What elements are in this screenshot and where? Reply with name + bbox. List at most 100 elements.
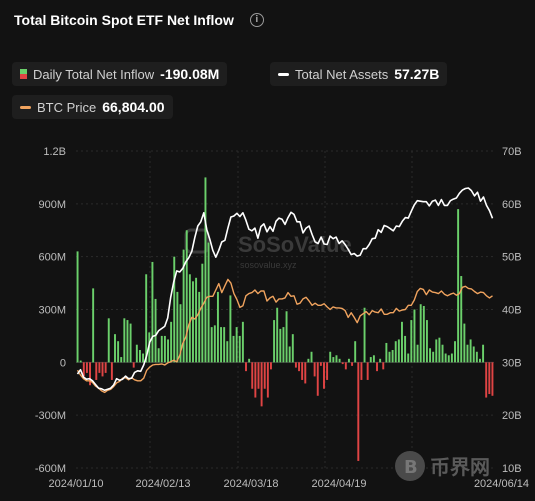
bar <box>285 311 288 363</box>
bar <box>276 307 279 363</box>
watermark-brand: SoSoValue <box>238 232 352 257</box>
bar <box>341 362 344 365</box>
bar <box>120 357 123 363</box>
info-icon[interactable]: i <box>249 13 264 27</box>
y-tick-label-right: 60B <box>502 199 522 211</box>
bar <box>107 318 110 363</box>
svg-text:B: B <box>404 457 418 478</box>
x-tick-label: 2024/03/18 <box>223 478 278 490</box>
legend-item-assets[interactable]: Total Net Assets 57.27B <box>270 62 448 86</box>
bar <box>410 320 413 363</box>
bar <box>472 346 475 363</box>
bar <box>229 295 232 363</box>
corner-watermark: B 币界网 <box>395 451 490 481</box>
y-tick-label-right: 40B <box>502 305 522 317</box>
bar <box>394 341 397 363</box>
bar <box>432 351 435 363</box>
legend-inflow-label: Daily Total Net Inflow <box>33 66 155 82</box>
legend-btc-label: BTC Price <box>37 99 97 115</box>
bitcoin-coin-icon <box>395 451 425 481</box>
bar <box>223 327 226 363</box>
bar <box>429 348 432 363</box>
bar <box>447 355 450 363</box>
bar <box>407 353 410 363</box>
y-tick-label-left: 1.2B <box>43 146 66 158</box>
bar <box>404 335 407 363</box>
x-tick-label: 2024/04/19 <box>311 478 366 490</box>
bar <box>157 348 160 363</box>
bar-legend-swatch <box>20 69 27 79</box>
bar <box>263 362 266 389</box>
bar <box>145 274 148 363</box>
bar <box>369 357 372 363</box>
bar <box>360 362 363 380</box>
bar <box>126 320 129 363</box>
bar <box>347 358 350 363</box>
y-tick-label-left: 300M <box>38 305 66 317</box>
bar <box>170 321 173 363</box>
y-tick-label-left: 900M <box>38 199 66 211</box>
y-tick-label-right: 10B <box>502 463 522 475</box>
x-tick-label: 2024/02/13 <box>135 478 190 490</box>
bar <box>422 305 425 363</box>
legend-assets-value: 57.27B <box>394 66 440 82</box>
bar <box>257 362 260 389</box>
bar <box>232 335 235 363</box>
bar <box>351 362 354 366</box>
bar <box>466 344 469 363</box>
bar <box>198 291 201 363</box>
bar <box>469 339 472 363</box>
bar <box>114 334 116 363</box>
bar <box>366 362 369 380</box>
bar <box>185 230 188 363</box>
bar <box>260 362 263 407</box>
bar <box>482 344 485 363</box>
bar <box>192 281 194 363</box>
right-axis: 70B 60B 50B 40B 30B 20B 10B <box>502 146 522 475</box>
bar <box>485 362 488 398</box>
bar <box>92 288 95 363</box>
bar <box>388 351 391 363</box>
left-axis: 1.2B 900M 600M 300M 0 -300M -600M <box>35 146 66 475</box>
bar <box>151 261 154 363</box>
bar <box>266 362 269 398</box>
y-tick-label-right: 20B <box>502 410 522 422</box>
bar <box>354 341 357 363</box>
btc-price-line <box>76 278 493 394</box>
bar <box>332 357 335 363</box>
legend-item-btc-price[interactable]: BTC Price 66,804.00 <box>12 95 173 119</box>
bar <box>301 362 304 380</box>
bar <box>241 321 244 363</box>
bar <box>117 341 120 363</box>
title-row: Total Bitcoin Spot ETF Net Inflow i <box>14 12 264 28</box>
bar <box>101 362 104 377</box>
bar <box>435 339 438 363</box>
line-legend-swatch <box>20 105 31 109</box>
y-tick-label-left: 600M <box>38 252 66 264</box>
bar <box>454 341 456 363</box>
bar <box>479 358 481 363</box>
bar <box>79 360 82 363</box>
bar <box>419 304 422 363</box>
bar <box>204 177 207 363</box>
bar <box>213 325 216 363</box>
bar <box>307 358 310 363</box>
bar <box>254 362 257 398</box>
bar <box>397 339 400 363</box>
x-axis: 2024/01/10 2024/02/13 2024/03/18 2024/04/19… <box>48 478 529 490</box>
bar <box>385 342 388 363</box>
corner-brand: 币界网 <box>430 455 490 479</box>
bar <box>76 251 79 363</box>
watermark-url: sosovalue.xyz <box>240 260 297 270</box>
bar <box>98 362 101 373</box>
watermark: SoSoValue sosovalue.xyz <box>184 228 352 270</box>
bar <box>279 328 282 363</box>
bar <box>179 304 182 363</box>
bar <box>313 362 316 377</box>
bar <box>338 358 341 363</box>
bar <box>460 276 463 363</box>
bar <box>123 318 126 363</box>
bar <box>291 334 294 363</box>
legend-item-inflow[interactable]: Daily Total Net Inflow -190.08M <box>12 62 228 86</box>
